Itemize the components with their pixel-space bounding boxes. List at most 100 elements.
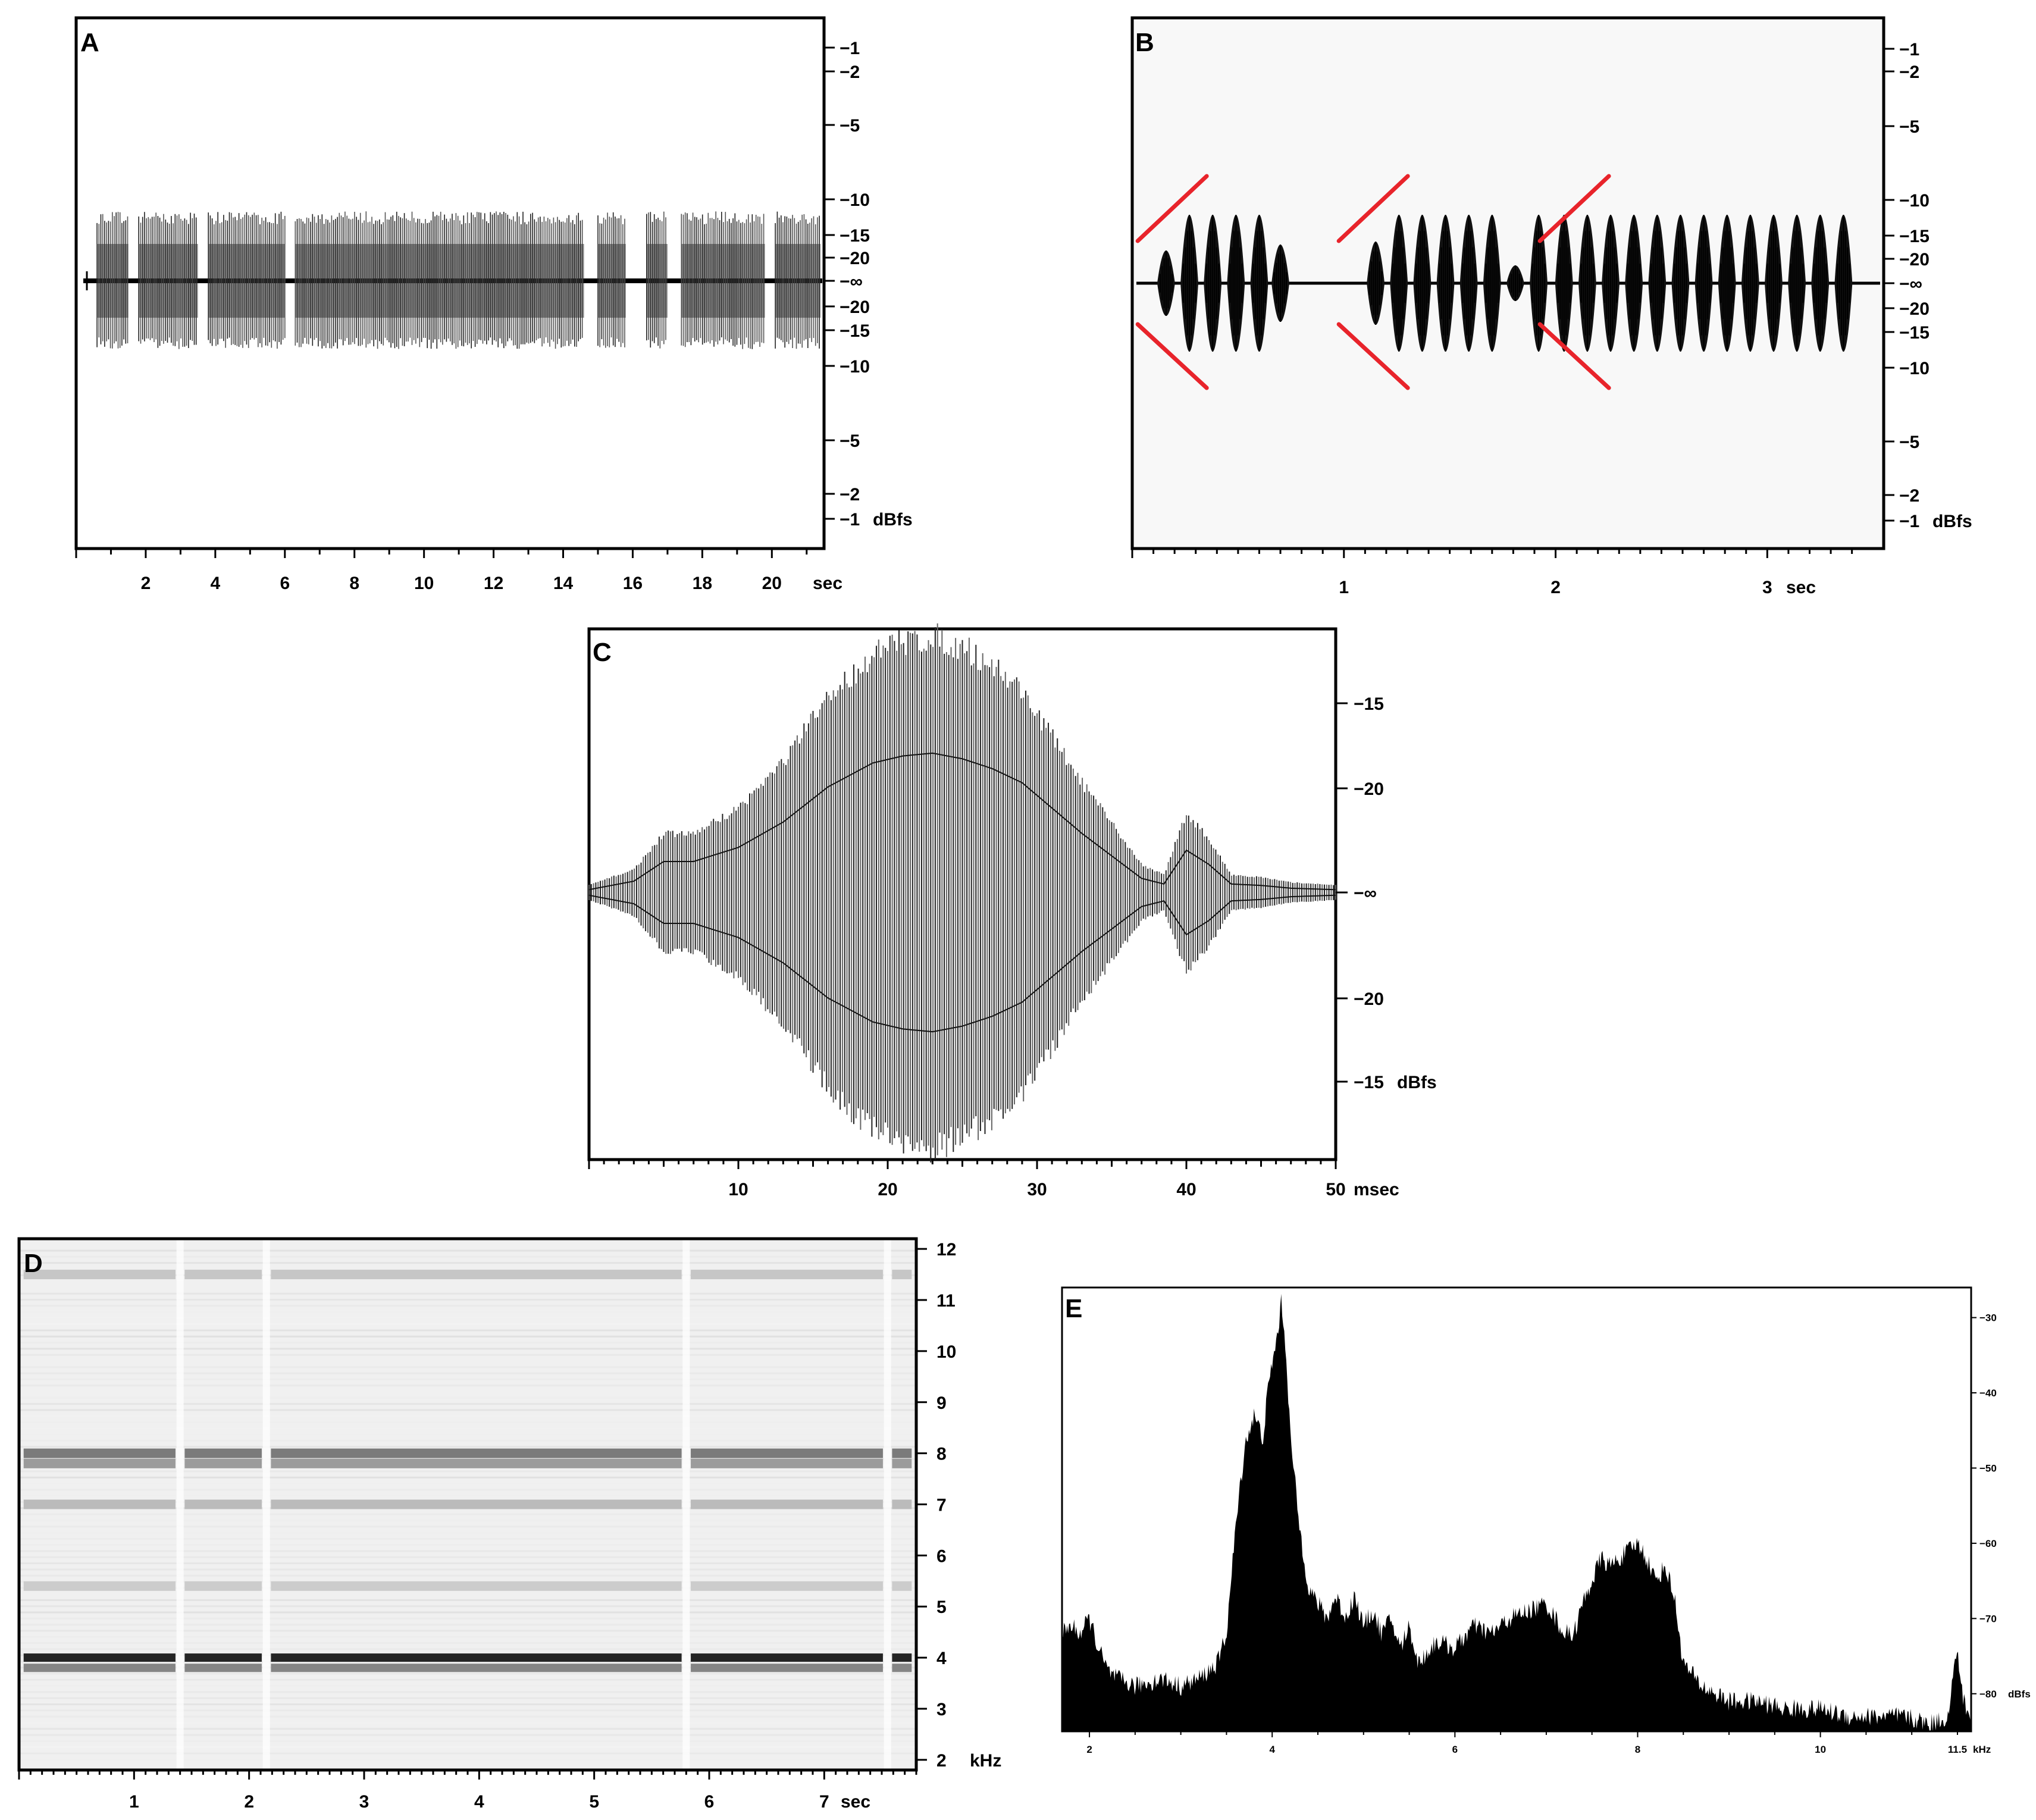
panel-b-x-tick-label: 1: [1339, 578, 1349, 597]
panel-c-x-unit: msec: [1354, 1180, 1399, 1199]
panel-a-burst-core: [775, 244, 821, 318]
panel-d-band: [271, 1458, 682, 1468]
panel-a-burst-core: [139, 244, 198, 318]
panel-d-texture-line: [19, 1728, 916, 1730]
panel-b-x-unit: sec: [1786, 578, 1816, 597]
panel-a-x-unit: sec: [813, 574, 842, 593]
panel-e-y-tick-label: −40: [1979, 1387, 1997, 1399]
panel-d-texture-line: [19, 1286, 916, 1289]
panel-d-texture-line: [19, 1348, 916, 1350]
panel-d-band: [892, 1664, 912, 1672]
panel-d-texture-line: [19, 1642, 916, 1644]
panel-d-texture-line: [19, 1722, 916, 1724]
panel-c-y-tick-label: −20: [1354, 989, 1384, 1009]
panel-d-band: [184, 1448, 262, 1458]
panel-d-texture-line: [19, 1366, 916, 1368]
panel-d-band: [184, 1499, 262, 1509]
panel-d-band: [271, 1664, 682, 1672]
panel-d-texture-line: [19, 1685, 916, 1687]
panel-b: B 1 2 3 sec −1−2−5−10−15−20−∞−20−15−10−5−2−…: [1130, 16, 1972, 597]
panel-d-band: [184, 1581, 262, 1591]
panel-d-x-tick-label: 1: [129, 1792, 139, 1812]
panel-d-texture-line: [19, 1568, 916, 1571]
panel-c-x-tick-label: 50: [1326, 1180, 1345, 1199]
panel-d-texture-line: [19, 1335, 916, 1337]
panel-d-x-unit: sec: [841, 1792, 870, 1812]
panel-d-band: [23, 1653, 176, 1662]
panel-a-burst: [138, 212, 198, 349]
panel-a-x-tick-label: 16: [623, 574, 643, 593]
panel-d-texture-line: [19, 1611, 916, 1614]
panel-d-y-tick-label: 12: [936, 1240, 956, 1260]
panel-d-texture-line: [19, 1329, 916, 1332]
panel-a-burst: [96, 212, 129, 349]
panel-d-x-tick-label: 7: [819, 1792, 829, 1812]
panel-d-band: [184, 1664, 262, 1672]
panel-d-texture-line: [19, 1630, 916, 1632]
panel-a-burst: [775, 211, 821, 349]
panel-e-x-tick-label: 4: [1269, 1744, 1275, 1755]
panel-d-texture-line: [19, 1292, 916, 1295]
panel-d-x-tick-label: 6: [704, 1792, 715, 1812]
panel-d-band: [271, 1581, 682, 1591]
panel-a-y-tick-label: −20: [840, 249, 870, 268]
panel-a-x-axis: 2 4 6 8 10 12 14 16 18 20 sec: [75, 549, 842, 593]
panel-e-x-unit: kHz: [1973, 1744, 1991, 1755]
panel-d-texture-line: [19, 1617, 916, 1619]
panel-d-spectrogram: [19, 1239, 916, 1770]
panel-d-texture-line: [19, 1427, 916, 1430]
panel-d-texture-line: [19, 1489, 916, 1491]
panel-d-texture-line: [19, 1249, 916, 1252]
panel-c-y-axis: −15 −20 −∞ −20 −15 dBfs: [1336, 694, 1437, 1092]
panel-b-y-tick-label: −2: [1899, 486, 1919, 506]
panel-d-band: [892, 1653, 912, 1662]
panel-c-x-axis: 10 20 30 40 50 msec: [588, 1160, 1399, 1199]
panel-d-texture-line: [19, 1599, 916, 1601]
panel-d-texture-line: [19, 1678, 916, 1681]
panel-d-texture-line: [19, 1574, 916, 1577]
panel-a-y-tick-label: −20: [840, 297, 870, 317]
panel-d-y-tick-label: 4: [936, 1649, 947, 1668]
panel-b-x-tick-label: 2: [1551, 578, 1561, 597]
panel-d-y-tick-label: 11: [936, 1291, 956, 1311]
panel-d-band: [271, 1448, 682, 1458]
panel-d-y-tick-label: 8: [936, 1445, 947, 1464]
panel-d-texture-line: [19, 1440, 916, 1442]
panel-d-gap: [262, 1240, 270, 1769]
panel-d-texture-line: [19, 1752, 916, 1755]
panel-d-band: [691, 1458, 883, 1468]
panel-d-band: [691, 1581, 883, 1591]
panel-d-y-tick-label: 5: [936, 1597, 947, 1617]
panel-d-texture-line: [19, 1483, 916, 1485]
panel-b-y-tick-label: −2: [1899, 62, 1919, 82]
panel-a-y-tick-label: −2: [840, 62, 860, 82]
panel-e: E 2 4 6 8 10 11.5 kHz −30 −40 −50 −60 −70 −80 dBfs: [1061, 1286, 2031, 1755]
panel-d-texture-line: [19, 1746, 916, 1749]
panel-b-y-tick-label: −5: [1899, 117, 1919, 137]
panel-b-marker-upper: [1336, 174, 1410, 243]
panel-d-texture-line: [19, 1415, 916, 1417]
panel-c: C 10 20 30 40 50 msec −15 −20 −∞ −20 −15 dBfs: [587, 623, 1437, 1199]
panel-c-y-tick-label: −20: [1354, 779, 1384, 799]
panel-b-x-tick-label: 3: [1762, 578, 1772, 597]
panel-a-waveform: [83, 211, 822, 349]
panel-d-texture-line: [19, 1299, 916, 1301]
panel-a-y-tick-label: −1: [840, 510, 860, 530]
panel-d-band: [691, 1499, 883, 1509]
panel-d-band: [23, 1581, 176, 1591]
panel-d-texture-line: [19, 1544, 916, 1546]
panel-d-texture-line: [19, 1734, 916, 1736]
panel-d-y-tick-label: 6: [936, 1546, 947, 1566]
panel-c-waveform: [588, 623, 1336, 1163]
panel-d-texture-line: [19, 1470, 916, 1473]
panel-a-x-tick-label: 4: [211, 574, 221, 593]
panel-d-texture-line: [19, 1354, 916, 1356]
panel-d-band: [184, 1653, 262, 1662]
panel-d-texture-line: [19, 1311, 916, 1313]
panel-d-band: [691, 1448, 883, 1458]
panel-d-y-tick-label: 10: [936, 1342, 956, 1362]
panel-a-burst-core: [597, 244, 626, 318]
panel-d-texture-line: [19, 1556, 916, 1558]
